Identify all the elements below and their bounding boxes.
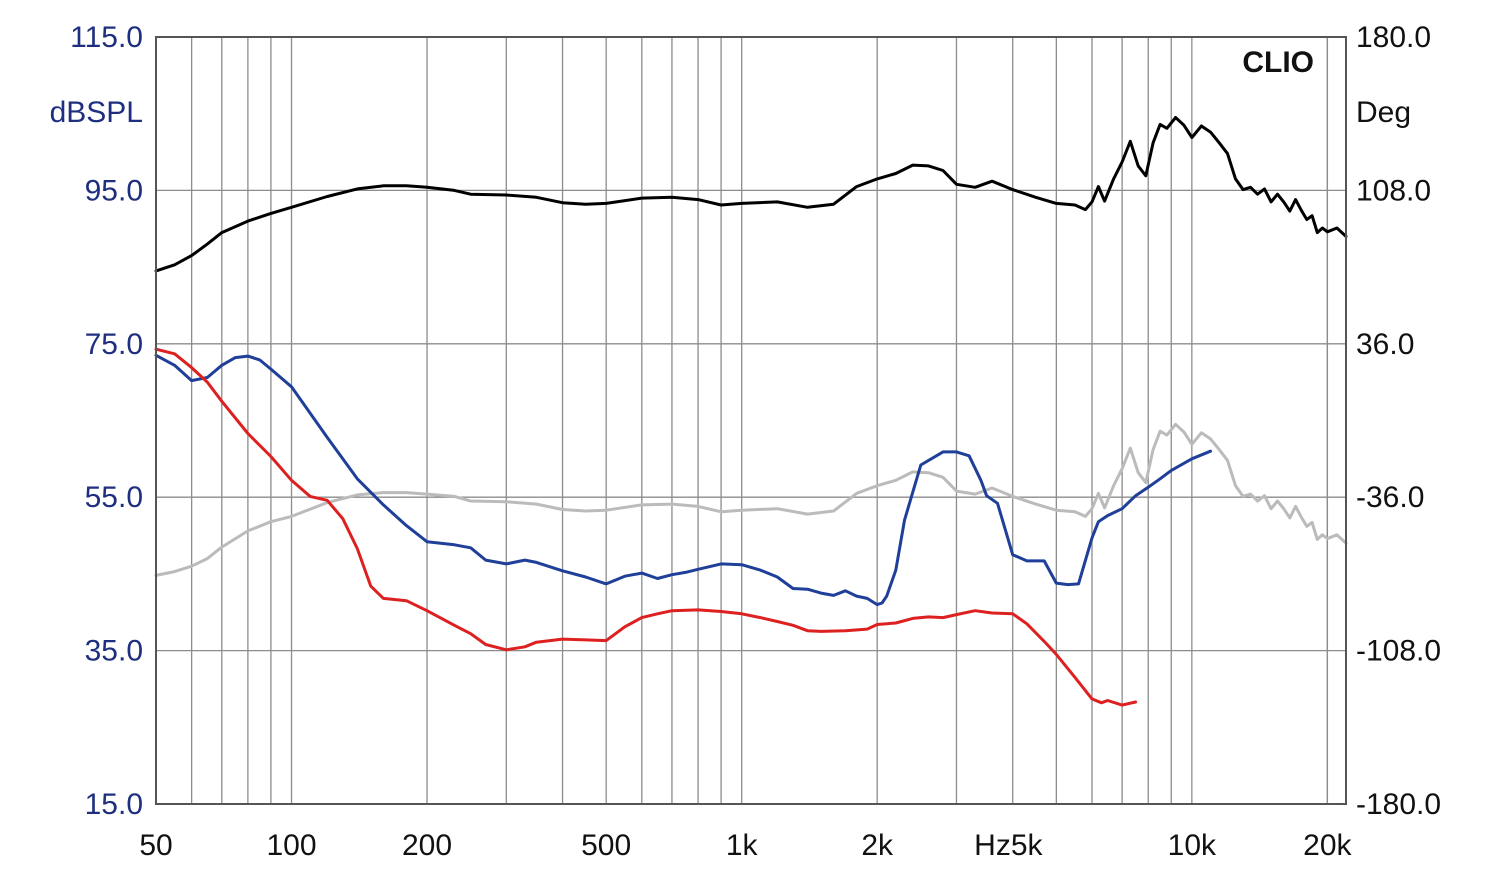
right-axis-ticks: 180.0 108.0 36.0 -36.0 -108.0 -180.0 [1356,21,1441,821]
y-left-tick-label: 75.0 [85,328,143,361]
left-axis-ticks: 115.0 95.0 75.0 55.0 35.0 15.0 [70,21,143,821]
left-axis-unit: dBSPL [50,96,143,129]
y-left-tick-label: 15.0 [85,788,143,821]
y-left-tick-label: 115.0 [70,21,143,54]
x-tick-label: 1k [726,829,759,862]
y-left-tick-label: 35.0 [85,635,143,668]
series-line-4 [154,347,1138,707]
y-right-tick-label: 180.0 [1356,21,1431,54]
right-axis-unit: Deg [1356,96,1411,129]
chart-series-layer [154,116,1348,707]
x-tick-label: 50 [139,829,172,862]
x-tick-label: Hz5k [974,829,1043,862]
x-tick-label: 100 [266,829,316,862]
y-left-tick-label: 95.0 [85,174,143,207]
y-right-tick-label: -36.0 [1356,481,1424,514]
plot-area-frame [155,36,1347,805]
series-line-1 [154,116,1348,273]
x-axis-ticks: 50 100 200 500 1k 2k Hz5k 10k 20k [139,829,1352,862]
y-left-tick-label: 55.0 [85,481,143,514]
y-right-tick-label: 108.0 [1356,174,1431,207]
y-right-tick-label: 36.0 [1356,328,1414,361]
x-tick-label: 10k [1168,829,1217,862]
y-right-tick-label: -108.0 [1356,635,1441,668]
x-tick-label: 2k [861,829,894,862]
series-line-2 [154,422,1348,577]
series-line-3 [154,353,1212,607]
x-tick-label: 20k [1303,829,1352,862]
x-tick-label: 200 [402,829,452,862]
brand-label: CLIO [1242,46,1314,79]
y-right-tick-label: -180.0 [1356,788,1441,821]
x-tick-label: 500 [581,829,631,862]
